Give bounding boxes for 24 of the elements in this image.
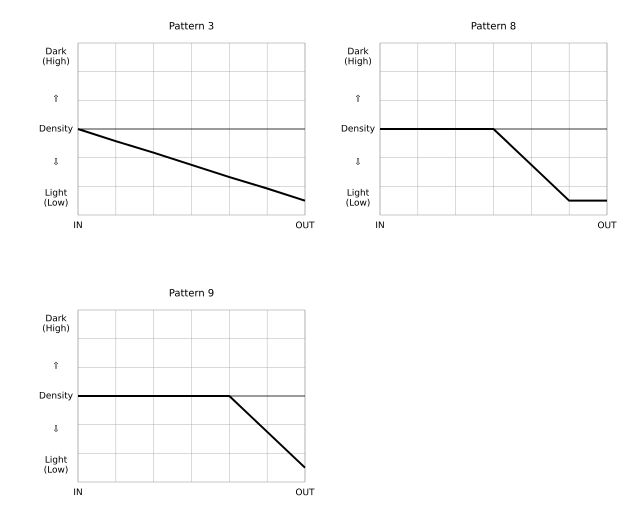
text: Dark (High) <box>42 47 70 66</box>
text: Light (Low) <box>44 456 68 474</box>
text: Light (Low) <box>44 188 68 207</box>
chart-title: Pattern 9 <box>170 288 214 297</box>
text: ⇩ <box>54 158 58 166</box>
text: Density <box>40 124 73 134</box>
text: ⇩ <box>356 158 360 166</box>
text: Dark (High) <box>42 314 70 334</box>
chart-title: Pattern 8 <box>472 22 516 30</box>
x-tick-label: OUT <box>598 222 617 228</box>
x-tick-label: IN <box>376 222 384 228</box>
text: Light (Low) <box>346 188 370 207</box>
text: ⇧ <box>54 94 58 102</box>
x-tick-label: OUT <box>296 222 315 228</box>
text: Density <box>342 124 375 134</box>
chart-title: Pattern 3 <box>170 22 214 30</box>
text: Dark (High) <box>344 47 372 66</box>
text: Density <box>40 392 73 400</box>
x-tick-label: IN <box>74 222 82 228</box>
text: ⇧ <box>54 362 58 368</box>
text: ⇩ <box>54 425 58 432</box>
x-tick-label: IN <box>74 488 82 496</box>
text: ⇧ <box>356 94 360 102</box>
x-tick-label: OUT <box>296 488 315 496</box>
